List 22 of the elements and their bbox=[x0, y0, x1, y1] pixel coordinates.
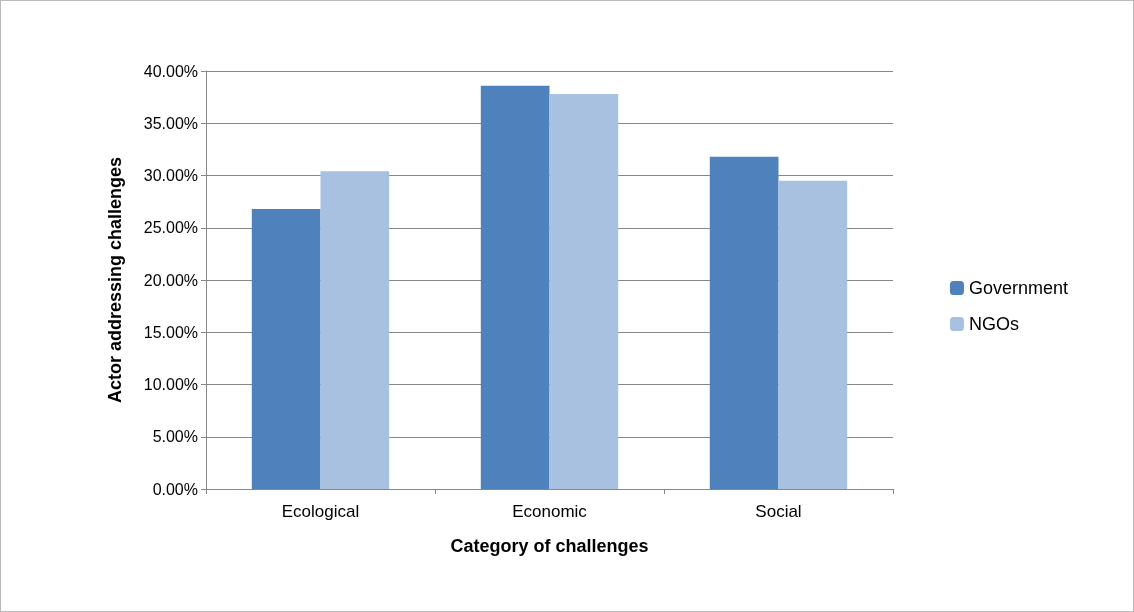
bar bbox=[251, 208, 321, 489]
y-tick-label: 30.00% bbox=[143, 167, 198, 184]
bar bbox=[320, 171, 390, 489]
y-tick-label: 5.00% bbox=[152, 428, 198, 446]
x-tick-label: Social bbox=[755, 502, 802, 521]
y-tick-label: 40.00% bbox=[143, 62, 198, 80]
x-tick-label: Ecological bbox=[281, 502, 360, 521]
y-tick-label: 0.00% bbox=[152, 480, 198, 498]
x-tick-label: Economic bbox=[512, 502, 588, 521]
legend-label: NGOs bbox=[968, 314, 1019, 334]
y-tick-label: 20.00% bbox=[143, 271, 198, 289]
legend-label: Government bbox=[968, 278, 1068, 298]
y-tick-label: 35.00% bbox=[143, 114, 198, 132]
x-axis-title: Category of challenges bbox=[450, 536, 649, 556]
bar bbox=[549, 93, 619, 489]
bar bbox=[709, 156, 779, 489]
y-axis-title: Actor addressing challenges bbox=[105, 156, 125, 404]
bar bbox=[480, 85, 550, 489]
y-tick-label: 15.00% bbox=[143, 323, 198, 341]
bar bbox=[778, 180, 848, 489]
y-tick-label: 25.00% bbox=[143, 219, 198, 237]
y-tick-label: 10.00% bbox=[143, 376, 198, 393]
